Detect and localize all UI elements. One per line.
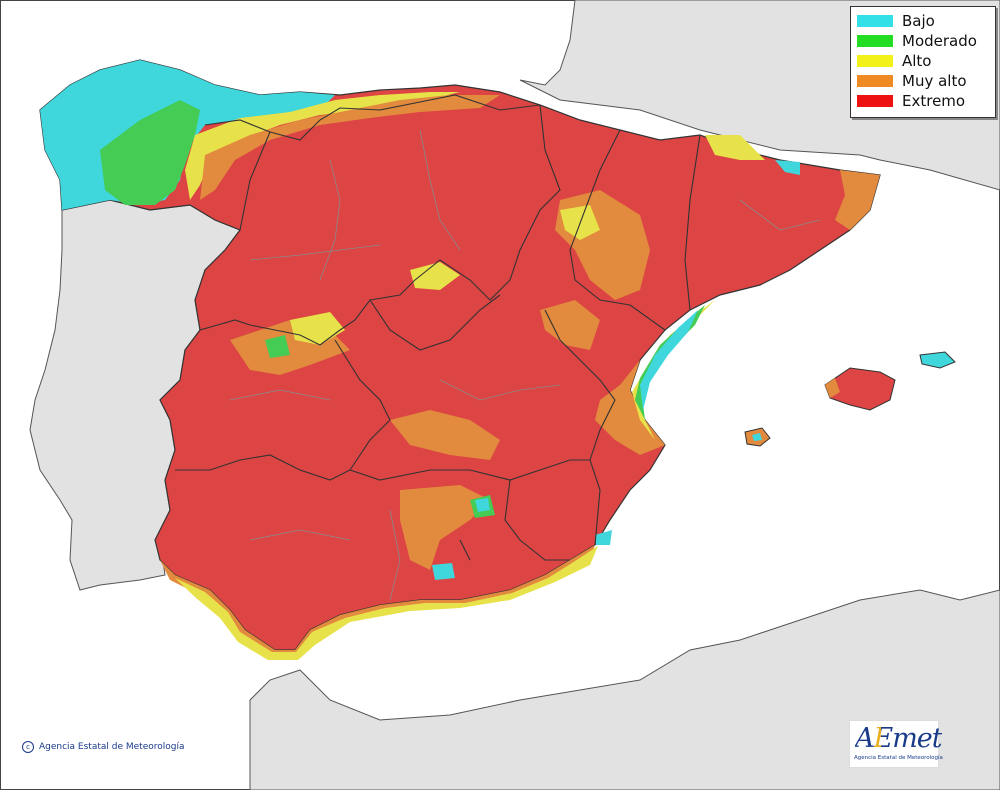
spain-land <box>39 59 881 651</box>
zone-muy-alto-catalonia <box>835 170 880 230</box>
mallorca-coast <box>825 378 840 398</box>
legend: Bajo Moderado Alto Muy alto Extremo <box>850 6 996 118</box>
zone-muy-alto-valencia <box>595 295 720 455</box>
zone-moderado-patch-1 <box>265 335 290 358</box>
regional-borders <box>175 94 701 561</box>
legend-label: Muy alto <box>902 72 967 90</box>
copyright-text: Agencia Estatal de Meteorología <box>39 742 185 752</box>
zone-bajo-pyrenees <box>775 160 800 175</box>
copyright-notice: c Agencia Estatal de Meteorología <box>22 741 185 753</box>
legend-swatch-bajo <box>857 15 893 27</box>
logo-wordmark-text: AEmet <box>855 723 943 754</box>
zone-muy-alto-patch-2 <box>390 410 500 460</box>
mallorca <box>824 367 896 411</box>
legend-label: Alto <box>902 52 932 70</box>
zone-moderado-valencia <box>635 305 705 420</box>
zone-bajo-south-east <box>595 530 612 545</box>
zone-alto-pyrenees <box>705 135 765 160</box>
legend-item-bajo: Bajo <box>857 12 935 30</box>
zone-muy-alto-patch-3 <box>400 485 490 570</box>
ibiza-inner <box>752 433 762 441</box>
legend-swatch-alto <box>857 55 893 67</box>
legend-item-muy-alto: Muy alto <box>857 72 967 90</box>
africa-land <box>249 589 1000 790</box>
legend-swatch-muy-alto <box>857 75 893 87</box>
legend-item-moderado: Moderado <box>857 32 977 50</box>
aemet-logo: AEmet Agencia Estatal de Meteorología <box>849 720 943 768</box>
province-borders <box>229 129 821 601</box>
zone-alto-north <box>185 92 460 200</box>
logo-subtitle: Agencia Estatal de Meteorología <box>854 755 943 761</box>
logo-wordmark: AEmet <box>855 723 943 754</box>
zone-moderado-galicia <box>100 100 200 205</box>
legend-label: Extremo <box>902 92 966 110</box>
legend-label: Moderado <box>902 32 977 50</box>
legend-swatch-extremo <box>857 95 893 107</box>
zone-bajo-patch-1 <box>432 563 455 580</box>
copyright-icon: c <box>22 741 34 753</box>
legend-item-extremo: Extremo <box>857 92 965 110</box>
zone-alto-patch-3 <box>410 262 460 290</box>
zone-muy-alto-north <box>200 95 500 200</box>
zone-bajo-patch-2 <box>475 498 490 512</box>
zone-muy-alto-patch-5 <box>540 300 600 350</box>
legend-label: Bajo <box>902 12 935 30</box>
menorca <box>919 351 956 369</box>
zone-bajo-valencia <box>640 310 698 410</box>
legend-item-alto: Alto <box>857 52 932 70</box>
legend-swatch-moderado <box>857 35 893 47</box>
